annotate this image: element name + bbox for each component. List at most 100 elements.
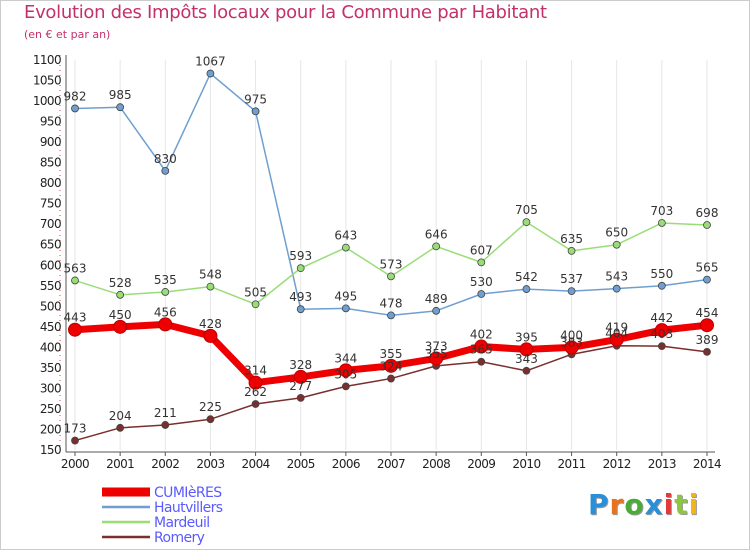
data-point-mardeuil [296, 264, 305, 273]
data-label: 985 [109, 88, 132, 102]
data-point-romery [71, 436, 79, 445]
data-point-romery [703, 347, 711, 356]
data-label: 1067 [195, 55, 226, 69]
data-label: 593 [289, 249, 312, 263]
data-label: 443 [64, 311, 87, 325]
data-label: 975 [244, 92, 267, 106]
data-label: 328 [289, 358, 312, 372]
x-tick-label: 2010 [512, 457, 540, 471]
data-label: 565 [696, 261, 719, 275]
data-point-hautvillers [567, 287, 576, 296]
data-label: 495 [334, 289, 357, 303]
data-label: 277 [289, 379, 312, 393]
data-label: 550 [650, 267, 673, 281]
data-point-hautvillers [703, 275, 711, 284]
data-point-cumières [158, 317, 173, 332]
x-tick-label: 2011 [558, 457, 586, 471]
x-tick-label: 2009 [467, 457, 495, 471]
logo-letter: i [688, 488, 700, 521]
x-tick-label: 2005 [287, 457, 315, 471]
data-point-romery [116, 423, 125, 432]
data-label: 400 [560, 328, 583, 342]
data-label: 204 [109, 409, 132, 423]
legend-label-hautvillers: Hautvillers [154, 500, 223, 516]
data-point-mardeuil [477, 258, 486, 267]
data-label: 344 [334, 351, 357, 365]
data-label: 211 [154, 406, 177, 420]
logo-letter: i [663, 488, 675, 521]
data-label: 305 [334, 367, 357, 381]
x-tick-label: 2000 [61, 457, 89, 471]
data-point-cumières [338, 363, 353, 378]
data-point-hautvillers [432, 306, 441, 315]
legend-label-cumières: CUMIèRES [154, 485, 222, 501]
data-point-cumières [293, 369, 308, 384]
data-point-mardeuil [387, 272, 395, 281]
data-point-mardeuil [657, 219, 666, 227]
y-tick-label: 750 [40, 197, 61, 211]
data-label: 982 [64, 89, 87, 103]
data-label: 643 [334, 229, 357, 243]
data-label: 383 [560, 335, 583, 349]
data-label: 403 [650, 327, 673, 341]
y-tick-label: 250 [40, 402, 61, 416]
data-label: 373 [425, 339, 448, 353]
data-point-cumières [474, 339, 489, 354]
data-label: 573 [380, 257, 403, 271]
data-point-hautvillers [206, 69, 215, 78]
data-label: 402 [470, 328, 493, 342]
data-label: 314 [244, 364, 267, 378]
data-label: 548 [199, 268, 222, 282]
data-point-romery [341, 382, 350, 391]
data-label: 635 [560, 232, 583, 246]
data-label: 478 [380, 296, 403, 310]
data-point-hautvillers [71, 104, 79, 113]
data-point-mardeuil [71, 276, 79, 285]
data-point-hautvillers [657, 281, 666, 290]
y-tick-label: 200 [40, 422, 61, 436]
data-point-romery [206, 415, 215, 424]
data-label: 493 [289, 290, 312, 304]
legend-label-mardeuil: Mardeuil [154, 515, 210, 531]
logo-letter: o [624, 488, 645, 521]
data-point-hautvillers [341, 304, 350, 313]
data-point-romery [296, 393, 305, 402]
data-label: 343 [515, 352, 538, 366]
data-label: 563 [64, 261, 87, 275]
data-label: 419 [605, 321, 628, 335]
logo-letter: r [609, 488, 625, 521]
x-tick-label: 2007 [377, 457, 405, 471]
x-tick-label: 2001 [106, 457, 134, 471]
legend-label-romery: Romery [154, 530, 205, 546]
data-point-mardeuil [522, 218, 531, 227]
data-point-romery [477, 357, 486, 366]
data-point-cumières [700, 318, 714, 333]
x-tick-label: 2013 [648, 457, 676, 471]
data-label: 428 [199, 317, 222, 331]
data-point-romery [161, 421, 170, 429]
data-label: 543 [605, 270, 628, 284]
x-tick-label: 2008 [422, 457, 450, 471]
data-label: 173 [64, 422, 87, 436]
y-tick-label: 500 [40, 299, 61, 313]
y-tick-label: 800 [40, 176, 61, 190]
x-tick-label: 2006 [332, 457, 360, 471]
data-label: 705 [515, 203, 538, 217]
data-point-hautvillers [251, 107, 260, 116]
data-point-cumières [68, 322, 82, 337]
data-point-cumières [564, 340, 579, 355]
y-tick-label: 550 [40, 279, 61, 293]
data-point-mardeuil [612, 240, 621, 249]
data-point-cumières [519, 342, 534, 357]
y-tick-label: 1000 [33, 94, 61, 108]
data-point-hautvillers [477, 290, 486, 298]
data-point-mardeuil [341, 243, 350, 252]
data-label: 542 [515, 270, 538, 284]
data-point-hautvillers [116, 103, 125, 112]
data-point-hautvillers [296, 305, 305, 314]
data-label: 355 [380, 347, 403, 361]
data-label: 698 [696, 206, 719, 220]
data-label: 537 [560, 272, 583, 286]
data-point-hautvillers [612, 284, 621, 293]
data-label: 703 [650, 204, 673, 218]
